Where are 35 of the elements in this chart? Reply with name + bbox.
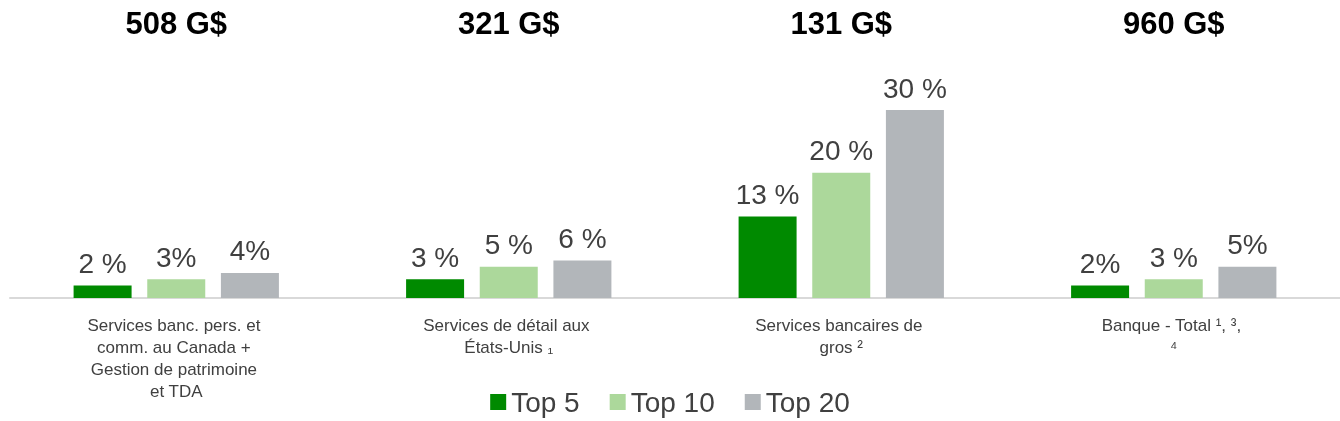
bar (406, 279, 465, 298)
data-label: 2% (1079, 247, 1121, 279)
bar (147, 279, 206, 298)
bar (220, 272, 279, 298)
data-label: 4% (229, 235, 271, 267)
legend-label: Top 20 (765, 386, 850, 418)
data-label: 5 % (484, 229, 533, 261)
bar (1071, 285, 1130, 298)
bar (1218, 266, 1277, 298)
x-tick-label: Services bancaires de gros ² (755, 315, 928, 357)
data-label: 3 % (1149, 241, 1198, 273)
data-label: 2 % (78, 247, 127, 279)
data-label: 30 % (883, 72, 947, 104)
legend-label: Top 5 (511, 386, 580, 418)
bar (73, 285, 132, 298)
text: 321 G$ (457, 6, 560, 41)
data-label: 3% (156, 241, 197, 273)
data-label: 5% (1227, 229, 1268, 261)
data-label: 6 % (558, 222, 607, 254)
bar (812, 172, 871, 298)
text: 960 G$ (1122, 6, 1225, 41)
data-label: 20 % (809, 135, 874, 167)
bar (738, 216, 797, 298)
bar (553, 260, 612, 298)
legend-label: Top 10 (630, 386, 715, 418)
x-tick-label: Services banc. pers. et comm. au Canada + Gestion de patrimoine et TDA (87, 315, 266, 401)
bar (479, 266, 538, 298)
x-tick-label: Banque - Total ¹, ³, ⁴ (1101, 315, 1246, 357)
data-label: 3 % (410, 241, 460, 273)
text: 131 G$ (790, 6, 893, 41)
text: 508 G$ (125, 6, 228, 41)
bar (885, 110, 944, 298)
data-label: 13 % (735, 179, 800, 211)
x-tick-label: Services de détail aux États-Unis ₁ (423, 315, 595, 357)
bar (1144, 279, 1203, 298)
